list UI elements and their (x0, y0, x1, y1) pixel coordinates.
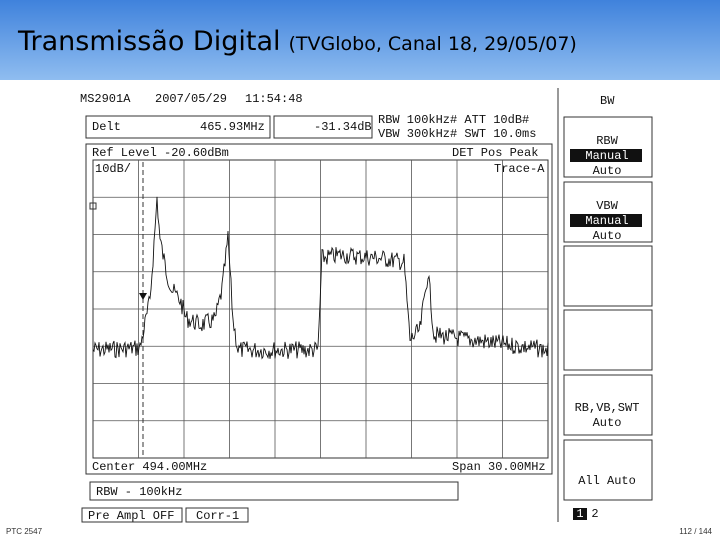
softkey-option: Auto (593, 229, 622, 243)
analyzer-screen (78, 88, 660, 524)
corr-box (185, 507, 249, 523)
ref-level: Ref Level -20.60dBm (92, 146, 229, 160)
settings-line-1: RBW 100kHz# ATT 10dB# (378, 113, 529, 127)
center-frequency: Center 494.00MHz (92, 460, 207, 474)
message-box (89, 481, 459, 501)
softkey[interactable] (563, 245, 653, 307)
softkey-label: RB,VB,SWT (575, 401, 640, 415)
title-sub: (TVGlobo, Canal 18, 29/05/07) (289, 33, 577, 55)
softkey-option: Auto (593, 416, 622, 430)
selected-option (570, 149, 642, 162)
softkey[interactable] (563, 309, 653, 371)
page-current (573, 508, 587, 520)
softkey[interactable] (563, 181, 653, 243)
plot-frame (85, 143, 553, 475)
marker-level: -31.34dB (314, 120, 372, 134)
settings-line-2: VBW 300kHz# SWT 10.0ms (378, 127, 536, 141)
preamp-box (81, 507, 183, 523)
page-counter: 112 / 144 (679, 527, 712, 536)
marker-level-box (273, 115, 373, 139)
marker-mode: Delt (92, 120, 121, 134)
selected-option (570, 214, 642, 227)
message: RBW - 100kHz (96, 485, 182, 499)
softkey-option: Auto (593, 164, 622, 178)
marker-triangle (139, 293, 147, 300)
spectrum-trace (92, 196, 549, 360)
title-main: Transmissão Digital (17, 26, 281, 57)
softkey-label: All Auto (578, 474, 636, 488)
grid (92, 159, 549, 459)
softkey[interactable] (563, 439, 653, 501)
softkey-label: RBW (596, 134, 618, 148)
menu-title: BW (600, 94, 615, 108)
course-code: PTC 2547 (6, 527, 43, 536)
marker-box (85, 115, 271, 139)
page-number[interactable]: 2 (591, 507, 598, 521)
softkey-label: VBW (596, 199, 618, 213)
page-number[interactable]: 1 (576, 507, 583, 521)
detector: DET Pos Peak (452, 146, 538, 160)
scale: 10dB/ (95, 162, 131, 176)
model: MS2901A (80, 92, 131, 106)
date: 2007/05/29 (155, 92, 227, 106)
slide-title: Transmissão Digital (TVGlobo, Canal 18, 2… (17, 26, 577, 57)
span: Span 30.00MHz (452, 460, 546, 474)
marker-frequency: 465.93MHz (200, 120, 265, 134)
softkey[interactable] (563, 116, 653, 178)
preamp: Pre Ampl OFF (88, 509, 174, 523)
softkey[interactable] (563, 374, 653, 436)
marker-square (89, 202, 97, 210)
softkey-option: Manual (585, 214, 628, 228)
time: 11:54:48 (245, 92, 303, 106)
correction: Corr-1 (196, 509, 239, 523)
header-band (0, 0, 720, 80)
trace-label: Trace-A (494, 162, 545, 176)
softkey-option: Manual (585, 149, 628, 163)
